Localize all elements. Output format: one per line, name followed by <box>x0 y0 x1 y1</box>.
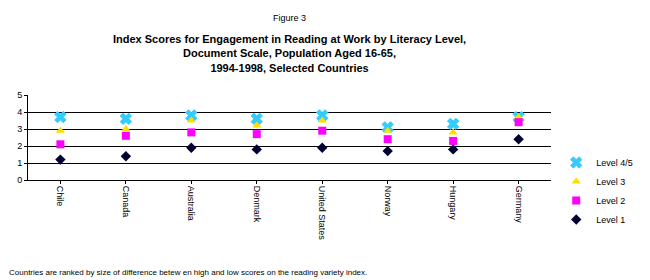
svg-text:Hungary: Hungary <box>448 186 458 221</box>
svg-text:Chile: Chile <box>55 186 65 207</box>
svg-text:Level 3: Level 3 <box>596 177 625 187</box>
svg-text:Denmark: Denmark <box>252 186 262 223</box>
svg-text:0: 0 <box>17 175 22 185</box>
svg-text:1: 1 <box>17 158 22 168</box>
svg-text:3: 3 <box>17 124 22 134</box>
svg-text:Germany: Germany <box>514 186 524 224</box>
svg-text:Figure 3: Figure 3 <box>273 13 306 23</box>
svg-text:Countries are ranked by size o: Countries are ranked by size of differen… <box>9 268 367 277</box>
svg-text:Level 2: Level 2 <box>596 196 625 206</box>
svg-text:Norway: Norway <box>383 186 393 217</box>
svg-text:4: 4 <box>17 107 22 117</box>
svg-text:Canada: Canada <box>121 186 131 218</box>
svg-text:5: 5 <box>17 90 22 100</box>
svg-text:Level 1: Level 1 <box>596 215 625 225</box>
svg-text:United States: United States <box>317 186 327 241</box>
svg-text:Index Scores for Engagement in: Index Scores for Engagement in Reading a… <box>113 33 466 74</box>
svg-text:Level 4/5: Level 4/5 <box>596 158 633 168</box>
svg-text:2: 2 <box>17 141 22 151</box>
svg-text:Australia: Australia <box>186 186 196 221</box>
